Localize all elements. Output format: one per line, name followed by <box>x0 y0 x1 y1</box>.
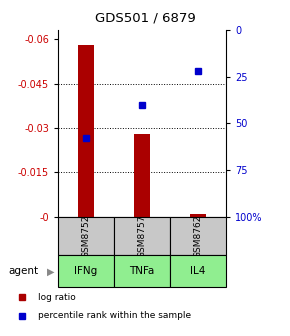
Bar <box>114 217 170 255</box>
Bar <box>58 217 114 255</box>
Bar <box>170 217 226 255</box>
Text: GDS501 / 6879: GDS501 / 6879 <box>95 12 195 25</box>
Text: TNFa: TNFa <box>129 266 155 276</box>
Bar <box>58 255 114 287</box>
Text: agent: agent <box>9 266 39 276</box>
Text: IFNg: IFNg <box>75 266 98 276</box>
Bar <box>190 214 206 217</box>
Text: ▶: ▶ <box>47 266 55 276</box>
Text: GSM8757: GSM8757 <box>137 214 147 258</box>
Bar <box>170 255 226 287</box>
Text: IL4: IL4 <box>191 266 206 276</box>
Text: percentile rank within the sample: percentile rank within the sample <box>38 311 191 320</box>
Text: GSM8752: GSM8752 <box>81 214 90 258</box>
Text: GSM8762: GSM8762 <box>194 214 203 258</box>
Text: log ratio: log ratio <box>38 293 76 302</box>
Bar <box>134 134 150 217</box>
Bar <box>78 45 94 217</box>
Bar <box>114 255 170 287</box>
